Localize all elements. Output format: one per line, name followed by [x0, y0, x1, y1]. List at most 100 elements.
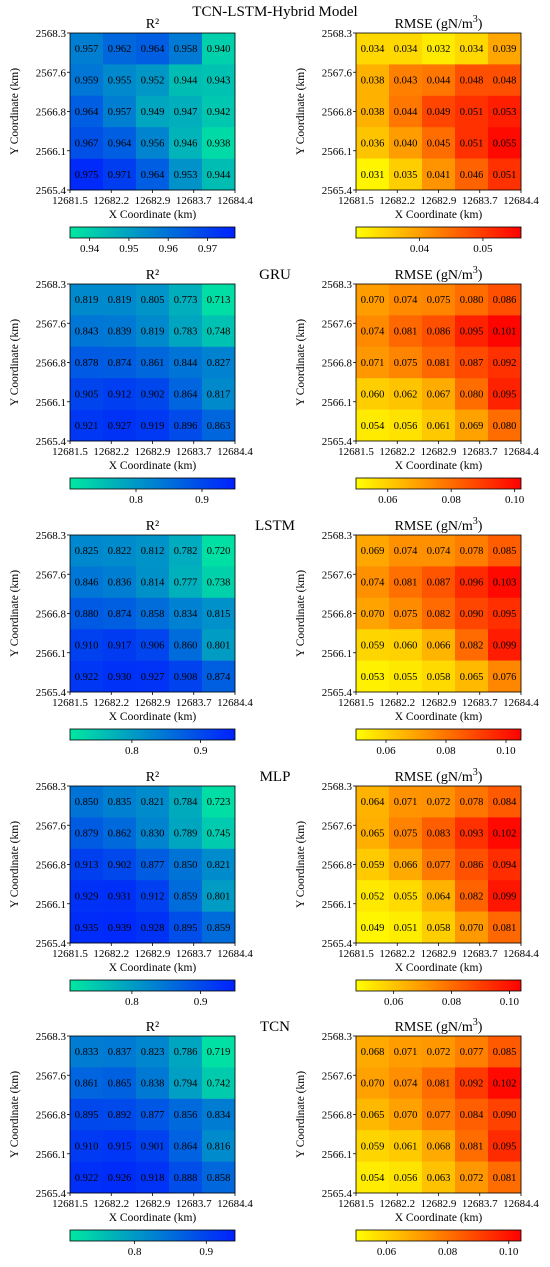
- cell-value: 0.059: [361, 860, 385, 871]
- cell-value: 0.066: [394, 860, 418, 871]
- y-tick-label: 2567.6: [322, 1070, 353, 1082]
- heatmap-cell: [103, 629, 137, 661]
- heatmap-cell: [103, 1161, 137, 1194]
- cell-value: 0.043: [394, 76, 418, 87]
- heatmap-cell: [356, 378, 390, 410]
- heatmap-cell: [422, 64, 456, 97]
- panel-title: RMSE (gN/m3): [395, 265, 483, 283]
- heatmap-cell: [356, 127, 390, 159]
- heatmap-panel: RMSE (gN/m3) 0.070 0.074 0.075 0.080 0.086 0.0…: [295, 265, 539, 506]
- y-tick-label: 2567.6: [322, 318, 353, 330]
- cell-value: 0.070: [361, 1079, 385, 1090]
- heatmap-cell: [455, 1130, 489, 1162]
- heatmap-cell: [103, 911, 137, 944]
- heatmap-cell: [103, 158, 137, 191]
- cell-value: 0.056: [394, 421, 418, 432]
- cell-value: 0.908: [174, 672, 198, 683]
- heatmap-cell: [136, 95, 170, 128]
- model-label: GRU: [259, 267, 291, 283]
- colorbar-tick-label: 0.8: [129, 494, 143, 506]
- heatmap-cell: [455, 1161, 489, 1194]
- cell-value: 0.087: [427, 578, 451, 589]
- heatmap-cell: [389, 127, 423, 159]
- colorbar-tick-label: 0.9: [194, 745, 208, 757]
- cell-value: 0.794: [174, 1079, 198, 1090]
- cell-value: 0.065: [460, 672, 484, 683]
- cell-value: 0.821: [141, 797, 165, 808]
- cell-value: 0.919: [141, 421, 165, 432]
- cell-value: 0.917: [108, 640, 132, 651]
- heatmap-cell: [136, 33, 170, 65]
- heatmap-cell: [136, 629, 170, 661]
- cell-value: 0.880: [75, 609, 99, 620]
- heatmap-cell: [488, 911, 522, 944]
- cell-value: 0.878: [75, 358, 99, 369]
- heatmap-cell: [103, 1098, 137, 1131]
- x-tick-label: 12681.5: [338, 446, 374, 458]
- y-axis-label: Y Coordinate (km): [9, 570, 21, 657]
- x-tick-label: 12683.7: [176, 697, 212, 709]
- cell-value: 0.815: [207, 609, 231, 620]
- cell-value: 0.834: [207, 1110, 231, 1121]
- cell-value: 0.077: [460, 1047, 484, 1058]
- cell-value: 0.912: [141, 891, 165, 902]
- heatmap-cell: [488, 597, 522, 630]
- x-tick-label: 12684.4: [217, 446, 253, 458]
- cell-value: 0.906: [141, 640, 165, 651]
- heatmap-cell: [70, 315, 104, 348]
- cell-value: 0.958: [174, 44, 198, 55]
- cell-value: 0.093: [460, 829, 484, 840]
- heatmap-cell: [202, 597, 236, 630]
- cell-value: 0.095: [460, 327, 484, 338]
- x-tick-label: 12682.2: [93, 948, 129, 960]
- cell-value: 0.064: [361, 797, 385, 808]
- x-axis-label: X Coordinate (km): [395, 711, 483, 723]
- heatmap-cell: [136, 127, 170, 159]
- heatmap-cell: [356, 1098, 390, 1131]
- cell-value: 0.927: [108, 421, 132, 432]
- cell-value: 0.944: [174, 76, 198, 87]
- heatmap-cell: [103, 346, 137, 379]
- cell-value: 0.896: [174, 421, 198, 432]
- cell-value: 0.942: [207, 107, 231, 118]
- x-tick-label: 12683.7: [462, 948, 498, 960]
- cell-value: 0.821: [207, 860, 231, 871]
- cell-value: 0.044: [427, 76, 451, 87]
- cell-value: 0.827: [207, 358, 231, 369]
- cell-value: 0.723: [207, 797, 231, 808]
- cell-value: 0.065: [361, 829, 385, 840]
- heatmap-cell: [422, 880, 456, 912]
- cell-value: 0.034: [394, 44, 418, 55]
- heatmap-cell: [202, 33, 236, 65]
- x-tick-label: 12682.9: [421, 1198, 457, 1210]
- cell-value: 0.070: [394, 1110, 418, 1121]
- cell-value: 0.074: [427, 546, 451, 557]
- y-axis-label: Y Coordinate (km): [9, 68, 21, 155]
- panel-title: RMSE (gN/m3): [395, 516, 483, 534]
- colorbar-tick-label: 0.96: [159, 243, 179, 255]
- y-tick-label: 2566.1: [322, 899, 352, 911]
- heatmap-cell: [389, 1036, 423, 1068]
- heatmap-cell: [202, 535, 236, 567]
- cell-value: 0.072: [427, 797, 451, 808]
- heatmap-cell: [202, 880, 236, 912]
- cell-value: 0.099: [493, 891, 517, 902]
- colorbar: [69, 979, 236, 992]
- cell-value: 0.085: [493, 546, 517, 557]
- cell-value: 0.053: [361, 672, 385, 683]
- heatmap-cell: [356, 1067, 390, 1100]
- cell-value: 0.833: [75, 1047, 99, 1058]
- heatmap-cell: [169, 566, 203, 599]
- colorbar: [69, 1229, 236, 1242]
- y-tick-label: 2566.8: [36, 860, 67, 872]
- heatmap-cell: [356, 1036, 390, 1068]
- x-tick-label: 12682.9: [135, 446, 171, 458]
- cell-value: 0.058: [427, 672, 451, 683]
- cell-value: 0.928: [141, 923, 165, 934]
- cell-value: 0.922: [75, 1173, 99, 1184]
- cell-value: 0.081: [394, 578, 418, 589]
- heatmap-cell: [169, 1098, 203, 1131]
- y-tick-label: 2568.3: [36, 781, 67, 793]
- heatmap-cell: [422, 566, 456, 599]
- heatmap-cell: [136, 848, 170, 881]
